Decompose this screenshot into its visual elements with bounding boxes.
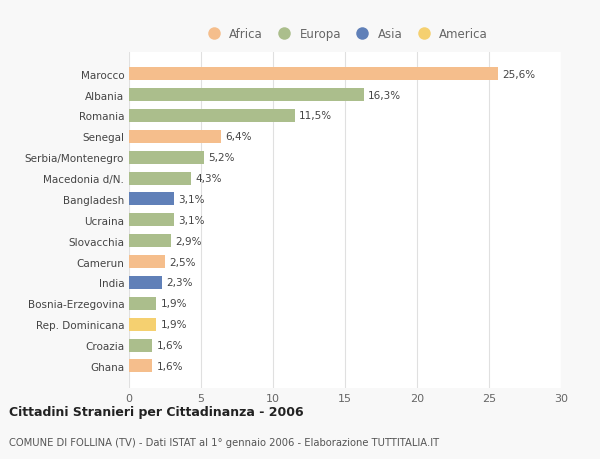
Bar [129,89,364,102]
Bar [129,193,173,206]
Text: 3,1%: 3,1% [178,215,205,225]
Bar [129,318,157,331]
Bar [129,297,157,310]
Bar [129,151,204,164]
Text: COMUNE DI FOLLINA (TV) - Dati ISTAT al 1° gennaio 2006 - Elaborazione TUTTITALIA: COMUNE DI FOLLINA (TV) - Dati ISTAT al 1… [9,437,439,447]
Bar [129,339,152,352]
Text: 2,3%: 2,3% [166,278,193,288]
Text: 16,3%: 16,3% [368,90,401,101]
Bar [129,276,162,289]
Bar [129,130,221,144]
Text: 1,6%: 1,6% [157,340,183,350]
Bar [129,214,173,227]
Text: 2,5%: 2,5% [169,257,196,267]
Text: 11,5%: 11,5% [299,111,332,121]
Text: 4,3%: 4,3% [195,174,222,184]
Text: 25,6%: 25,6% [502,69,535,79]
Bar [129,68,497,81]
Text: 3,1%: 3,1% [178,195,205,204]
Text: 1,9%: 1,9% [161,299,187,308]
Text: 1,6%: 1,6% [157,361,183,371]
Bar [129,110,295,123]
Bar [129,360,152,373]
Text: 5,2%: 5,2% [208,153,235,163]
Legend: Africa, Europa, Asia, America: Africa, Europa, Asia, America [200,26,490,44]
Bar [129,235,171,247]
Text: 2,9%: 2,9% [175,236,202,246]
Text: 1,9%: 1,9% [161,319,187,330]
Text: 6,4%: 6,4% [226,132,252,142]
Bar [129,256,165,269]
Bar [129,172,191,185]
Text: Cittadini Stranieri per Cittadinanza - 2006: Cittadini Stranieri per Cittadinanza - 2… [9,405,304,419]
